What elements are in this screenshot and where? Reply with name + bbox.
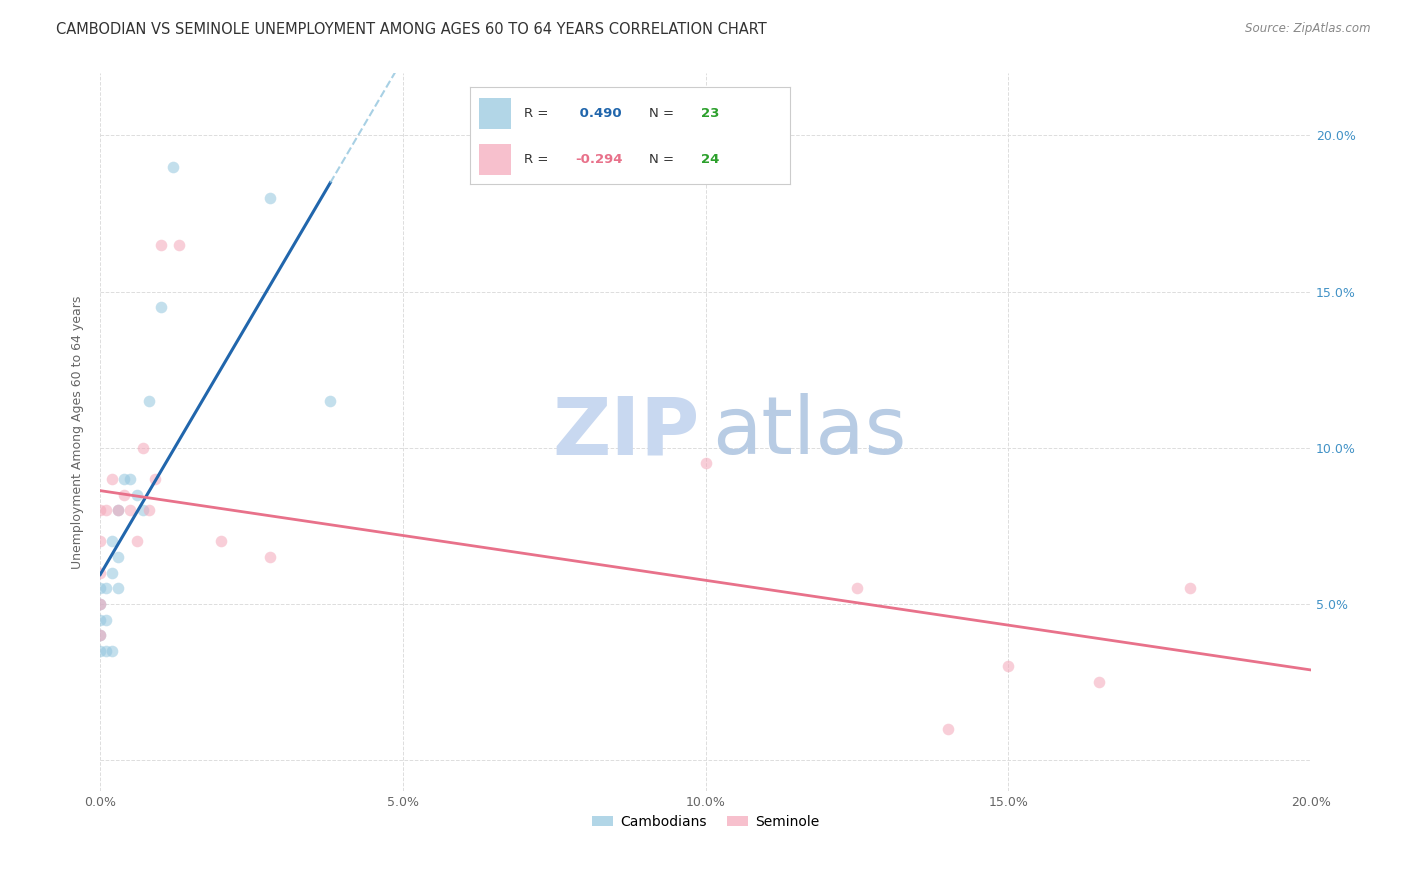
- Point: [131, 503, 153, 517]
- Point: [1088, 675, 1111, 690]
- Point: [89, 613, 111, 627]
- Point: [101, 534, 124, 549]
- Point: [149, 300, 172, 314]
- Point: [143, 472, 166, 486]
- Text: ZIP: ZIP: [553, 393, 700, 471]
- Point: [96, 503, 118, 517]
- Point: [96, 581, 118, 595]
- Point: [846, 581, 869, 595]
- Text: Source: ZipAtlas.com: Source: ZipAtlas.com: [1246, 22, 1371, 36]
- Point: [112, 472, 135, 486]
- Point: [138, 393, 160, 408]
- Point: [89, 597, 111, 611]
- Y-axis label: Unemployment Among Ages 60 to 64 years: Unemployment Among Ages 60 to 64 years: [72, 295, 84, 569]
- Point: [101, 566, 124, 580]
- Point: [1178, 581, 1201, 595]
- Point: [131, 441, 153, 455]
- Point: [107, 549, 129, 564]
- Point: [695, 456, 717, 470]
- Point: [112, 487, 135, 501]
- Text: CAMBODIAN VS SEMINOLE UNEMPLOYMENT AMONG AGES 60 TO 64 YEARS CORRELATION CHART: CAMBODIAN VS SEMINOLE UNEMPLOYMENT AMONG…: [56, 22, 768, 37]
- Point: [259, 549, 281, 564]
- Point: [120, 503, 142, 517]
- Point: [96, 613, 118, 627]
- Point: [101, 644, 124, 658]
- Point: [89, 566, 111, 580]
- Text: atlas: atlas: [711, 393, 905, 471]
- Point: [162, 160, 184, 174]
- Point: [89, 534, 111, 549]
- Point: [89, 581, 111, 595]
- Point: [167, 237, 190, 252]
- Point: [125, 534, 148, 549]
- Point: [89, 644, 111, 658]
- Point: [138, 503, 160, 517]
- Point: [107, 581, 129, 595]
- Point: [89, 597, 111, 611]
- Point: [89, 628, 111, 642]
- Point: [997, 659, 1019, 673]
- Point: [209, 534, 232, 549]
- Point: [101, 472, 124, 486]
- Point: [107, 503, 129, 517]
- Point: [936, 722, 959, 736]
- Point: [107, 503, 129, 517]
- Point: [96, 644, 118, 658]
- Point: [89, 503, 111, 517]
- Point: [149, 237, 172, 252]
- Point: [125, 487, 148, 501]
- Point: [120, 472, 142, 486]
- Point: [259, 191, 281, 205]
- Legend: Cambodians, Seminole: Cambodians, Seminole: [586, 810, 825, 835]
- Point: [319, 393, 342, 408]
- Point: [89, 628, 111, 642]
